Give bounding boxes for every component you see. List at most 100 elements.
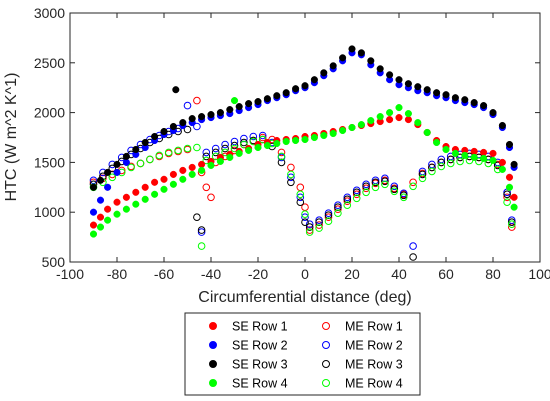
data-point: [386, 109, 394, 117]
data-point: [235, 103, 243, 111]
data-point: [437, 162, 446, 171]
data-point: [211, 148, 220, 157]
data-point: [508, 216, 516, 224]
data-point: [254, 143, 262, 152]
data-point: [296, 190, 305, 199]
data-point: [505, 173, 514, 181]
data-point: [198, 113, 206, 121]
data-point: [446, 159, 455, 168]
data-point: [386, 116, 394, 124]
data-point: [207, 111, 215, 119]
data-point: [287, 170, 295, 179]
data-point: [230, 97, 239, 105]
data-point: [442, 145, 450, 154]
data-point: [510, 193, 518, 201]
data-point: [498, 121, 506, 130]
data-point: [320, 69, 328, 77]
x-tick-label: -100: [56, 266, 84, 282]
legend-label: ME Row 4: [345, 377, 403, 391]
x-tick-label: -80: [107, 266, 127, 282]
data-point: [292, 85, 300, 93]
data-point: [198, 166, 206, 174]
x-tick-label: 100: [528, 266, 550, 282]
series-se-row-4: [89, 97, 518, 238]
data-point: [367, 117, 375, 125]
x-axis-title: Circumferential distance (deg): [198, 289, 411, 306]
x-tick-label: 80: [485, 266, 501, 282]
data-point: [258, 133, 267, 142]
y-tick-label: 1000: [34, 204, 65, 220]
data-point: [141, 183, 149, 191]
legend-label: ME Row 2: [345, 339, 403, 353]
data-point: [89, 230, 98, 238]
legend-label: SE Row 1: [232, 320, 288, 334]
data-point: [197, 242, 206, 250]
y-tick-label: 2000: [34, 105, 65, 121]
data-point: [404, 116, 412, 124]
legend-label: ME Row 3: [345, 358, 403, 372]
data-point: [301, 82, 309, 90]
data-point: [296, 198, 305, 206]
data-point: [329, 62, 337, 70]
data-point: [414, 119, 422, 127]
data-point: [258, 131, 267, 140]
x-tick-label: 60: [438, 266, 454, 282]
data-point: [104, 205, 112, 213]
data-point: [122, 205, 130, 213]
x-tick-label: -20: [248, 266, 268, 282]
data-point: [334, 203, 342, 211]
data-point: [357, 121, 365, 129]
data-point: [339, 54, 347, 62]
data-point: [371, 183, 380, 192]
data-point: [277, 152, 286, 161]
y-tick-label: 2500: [34, 55, 65, 71]
data-point: [287, 178, 295, 187]
data-point: [381, 180, 389, 189]
data-point: [404, 110, 412, 118]
data-point: [169, 122, 177, 131]
data-point: [390, 187, 399, 196]
data-point: [89, 183, 98, 191]
data-point: [470, 147, 478, 155]
data-point: [211, 144, 220, 153]
data-point: [508, 220, 516, 228]
data-point: [352, 188, 361, 197]
legend-marker: [209, 341, 217, 349]
data-point: [324, 217, 333, 225]
data-point: [503, 193, 511, 202]
data-point: [245, 100, 253, 108]
data-point: [451, 149, 459, 157]
data-point: [273, 139, 281, 148]
x-tick-label: 20: [344, 266, 360, 282]
data-point: [127, 163, 135, 172]
data-point: [188, 115, 196, 123]
data-point: [169, 170, 177, 178]
data-point: [498, 165, 506, 173]
data-point: [193, 96, 201, 105]
legend-marker: [322, 360, 330, 368]
legend-marker: [209, 360, 217, 368]
data-point: [399, 189, 408, 198]
data-point: [301, 210, 309, 218]
data-point: [301, 218, 309, 226]
data-point: [348, 123, 356, 132]
series-se-row-3: [89, 45, 518, 191]
data-point: [104, 216, 112, 224]
data-point: [480, 154, 488, 162]
data-point: [399, 193, 408, 202]
data-point: [409, 242, 417, 250]
data-point: [503, 198, 511, 206]
data-point: [367, 57, 375, 65]
data-point: [404, 80, 412, 88]
data-point: [505, 183, 514, 191]
y-tick-label: 500: [42, 254, 66, 270]
data-point: [202, 148, 211, 157]
data-point: [508, 218, 516, 226]
data-point: [263, 95, 271, 103]
data-point: [376, 65, 384, 73]
data-point: [151, 178, 159, 186]
data-point: [146, 155, 154, 164]
data-point: [480, 148, 488, 156]
data-point: [132, 200, 140, 208]
data-point: [193, 213, 201, 221]
